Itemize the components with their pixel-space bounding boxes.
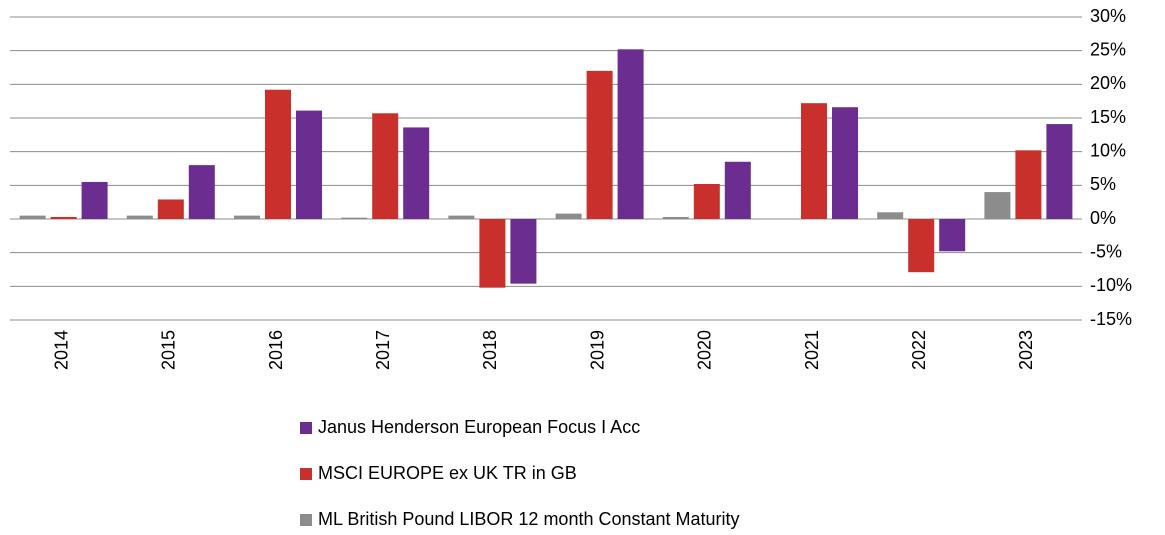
bar	[555, 213, 582, 219]
y-tick-label: 15%	[1090, 107, 1126, 127]
bar	[832, 107, 858, 219]
y-tick-label: 10%	[1090, 140, 1126, 160]
legend-label: MSCI EUROPE ex UK TR in GB	[318, 463, 577, 483]
legend-swatch	[300, 468, 312, 480]
y-tick-label: -10%	[1090, 275, 1132, 295]
bar	[372, 113, 399, 219]
legend-label: ML British Pound LIBOR 12 month Constant…	[318, 509, 740, 529]
bar	[50, 216, 77, 219]
bar	[510, 219, 537, 284]
y-tick-label: -5%	[1090, 241, 1122, 261]
bar	[403, 127, 430, 219]
x-tick-label: 2022	[909, 330, 929, 370]
x-tick-label: 2019	[587, 330, 607, 370]
bar	[265, 89, 291, 219]
y-tick-label: 30%	[1090, 6, 1126, 26]
y-tick-label: 5%	[1090, 174, 1116, 194]
bar	[586, 70, 613, 219]
x-tick-label: 2021	[802, 330, 822, 370]
bar	[126, 215, 153, 219]
bar	[81, 181, 108, 219]
x-tick-label: 2015	[159, 330, 179, 370]
y-tick-label: 0%	[1090, 208, 1116, 228]
x-tick-label: 2014	[51, 330, 71, 370]
legend-label: Janus Henderson European Focus I Acc	[318, 417, 640, 437]
y-tick-label: 25%	[1090, 39, 1126, 59]
x-tick-label: 2023	[1016, 330, 1036, 370]
bar	[801, 103, 827, 219]
bar	[479, 219, 506, 288]
bar	[1015, 150, 1042, 219]
y-tick-label: 20%	[1090, 73, 1126, 93]
bar	[662, 216, 689, 219]
legend-swatch	[300, 514, 312, 526]
bar	[908, 219, 935, 273]
bar	[617, 49, 644, 219]
bar	[693, 183, 720, 219]
bar	[234, 215, 260, 219]
bar	[877, 212, 904, 219]
bar	[939, 219, 966, 252]
bar	[188, 165, 215, 219]
x-tick-label: 2017	[373, 330, 393, 370]
bar	[341, 217, 368, 219]
legend-swatch	[300, 422, 312, 434]
bar	[157, 199, 184, 219]
bar	[296, 110, 322, 219]
x-tick-label: 2020	[695, 330, 715, 370]
bar	[19, 215, 46, 219]
bar	[984, 192, 1011, 219]
x-tick-label: 2016	[266, 330, 286, 370]
bar	[724, 161, 751, 219]
x-tick-label: 2018	[480, 330, 500, 370]
bar	[1046, 124, 1073, 219]
bar	[448, 215, 475, 219]
y-tick-label: -15%	[1090, 309, 1132, 329]
